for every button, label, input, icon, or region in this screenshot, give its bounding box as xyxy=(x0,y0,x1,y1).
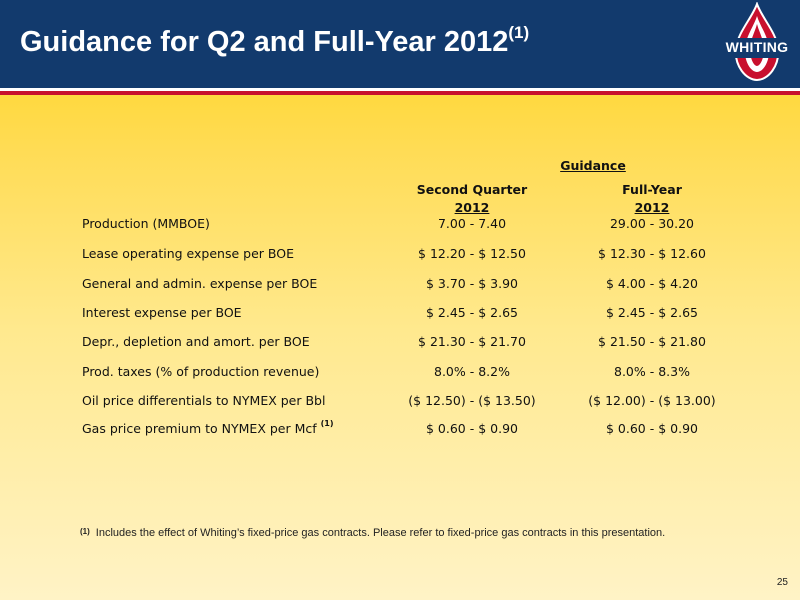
full-year-value: $ 4.00 - $ 4.20 xyxy=(606,276,698,291)
row-label: General and admin. expense per BOE xyxy=(82,276,317,291)
column-year: 2012 xyxy=(454,200,490,215)
row-label: Depr., depletion and amort. per BOE xyxy=(82,334,310,349)
column-title: Second Quarter xyxy=(416,182,528,197)
table-row: Interest expense per BOE $ 2.45 - $ 2.65… xyxy=(0,305,800,325)
title-footnote-mark: (1) xyxy=(508,23,530,42)
full-year-value: $ 2.45 - $ 2.65 xyxy=(606,305,698,320)
row-label-text: Oil price differentials to NYMEX per Bbl xyxy=(82,393,326,408)
second-quarter-value: $ 12.20 - $ 12.50 xyxy=(418,246,526,261)
row-label: Oil price differentials to NYMEX per Bbl xyxy=(82,393,325,408)
footnote-text: Includes the effect of Whiting’s fixed-p… xyxy=(95,527,666,539)
row-label: Gas price premium to NYMEX per Mcf (1) xyxy=(82,419,334,436)
column-header-full-year: Full-Year 2012 xyxy=(572,181,732,217)
header-divider-red xyxy=(0,91,800,95)
slide-title: Guidance for Q2 and Full-Year 2012(1) xyxy=(20,23,530,59)
row-label-text: Gas price premium to NYMEX per Mcf xyxy=(82,421,317,436)
full-year-value: ($ 12.00) - ($ 13.00) xyxy=(588,393,716,408)
row-label-text: Lease operating expense per BOE xyxy=(82,246,294,261)
full-year-value: $ 0.60 - $ 0.90 xyxy=(606,421,698,436)
table-row: Oil price differentials to NYMEX per Bbl… xyxy=(0,393,800,413)
title-bar: Guidance for Q2 and Full-Year 2012(1) WH… xyxy=(0,0,800,88)
table-row: Prod. taxes (% of production revenue) 8.… xyxy=(0,364,800,384)
page-number: 25 xyxy=(776,577,788,588)
logo-wordmark: WHITING xyxy=(725,39,789,55)
column-year: 2012 xyxy=(634,200,670,215)
footnote: (1) Includes the effect of Whiting’s fixe… xyxy=(80,527,665,539)
row-label: Prod. taxes (% of production revenue) xyxy=(82,364,319,379)
full-year-value: 8.0% - 8.3% xyxy=(614,364,690,379)
second-quarter-value: ($ 12.50) - ($ 13.50) xyxy=(408,393,536,408)
second-quarter-value: $ 2.45 - $ 2.65 xyxy=(426,305,518,320)
row-label: Lease operating expense per BOE xyxy=(82,246,294,261)
slide-title-text: Guidance for Q2 and Full-Year 2012 xyxy=(20,26,509,58)
second-quarter-value: $ 21.30 - $ 21.70 xyxy=(418,334,526,349)
row-label: Production (MMBOE) xyxy=(82,216,210,231)
header-divider-white xyxy=(0,88,800,91)
full-year-value: $ 12.30 - $ 12.60 xyxy=(598,246,706,261)
row-label-text: Depr., depletion and amort. per BOE xyxy=(82,334,310,349)
full-year-value: $ 21.50 - $ 21.80 xyxy=(598,334,706,349)
row-label: Interest expense per BOE xyxy=(82,305,242,320)
row-footnote-mark: (1) xyxy=(320,419,334,428)
second-quarter-value: $ 0.60 - $ 0.90 xyxy=(426,421,518,436)
table-row: Gas price premium to NYMEX per Mcf (1) $… xyxy=(0,419,800,441)
row-label-text: Prod. taxes (% of production revenue) xyxy=(82,364,320,379)
second-quarter-value: $ 3.70 - $ 3.90 xyxy=(426,276,518,291)
row-label-text: Interest expense per BOE xyxy=(82,305,242,320)
table-row: Lease operating expense per BOE $ 12.20 … xyxy=(0,246,800,266)
table-row: Production (MMBOE) 7.00 - 7.40 29.00 - 3… xyxy=(0,216,800,236)
whiting-logo: WHITING xyxy=(716,1,798,86)
second-quarter-value: 7.00 - 7.40 xyxy=(437,216,507,231)
table-row: General and admin. expense per BOE $ 3.7… xyxy=(0,276,800,296)
footnote-mark: (1) xyxy=(80,527,90,536)
column-header-second-quarter: Second Quarter 2012 xyxy=(392,181,552,217)
full-year-value: 29.00 - 30.20 xyxy=(609,216,695,231)
row-label-text: Production (MMBOE) xyxy=(82,216,210,231)
table-row: Depr., depletion and amort. per BOE $ 21… xyxy=(0,334,800,354)
column-title: Full-Year xyxy=(622,182,682,197)
row-label-text: General and admin. expense per BOE xyxy=(82,276,318,291)
second-quarter-value: 8.0% - 8.2% xyxy=(434,364,510,379)
oil-drop-icon xyxy=(720,1,794,82)
guidance-group-header: Guidance xyxy=(560,158,626,173)
